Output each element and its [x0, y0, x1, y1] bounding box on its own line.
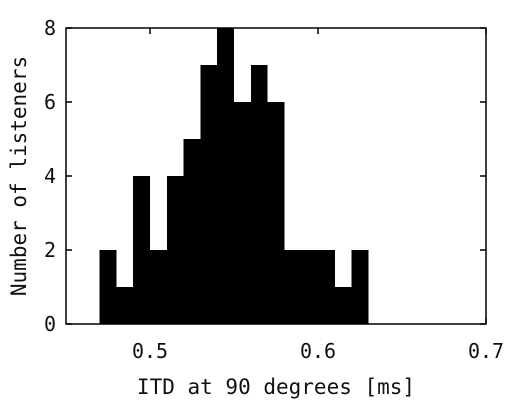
histogram-bar: [284, 250, 302, 324]
histogram-bar: [116, 287, 134, 324]
x-tick-labels: 0.5 0.6 0.7: [132, 339, 504, 363]
histogram-bar: [267, 102, 285, 324]
histogram-bar: [351, 250, 369, 324]
histogram-bar: [200, 65, 218, 324]
histogram-bar: [183, 139, 201, 324]
y-axis-label: Number of listeners: [7, 56, 31, 296]
histogram-bar: [150, 250, 167, 324]
histogram-bar: [318, 250, 335, 324]
y-tick-label: 4: [44, 164, 56, 188]
axis-ticks: [66, 27, 487, 325]
histogram-bar: [166, 176, 184, 324]
histogram-bar: [133, 176, 150, 324]
x-tick-label: 0.6: [300, 339, 336, 363]
x-tick-label: 0.7: [468, 339, 504, 363]
x-tick-label: 0.5: [132, 339, 168, 363]
y-tick-labels: 0 2 4 6 8: [44, 16, 56, 336]
y-tick-label: 6: [44, 90, 56, 114]
x-axis-label: ITD at 90 degrees [ms]: [137, 375, 415, 399]
histogram-bars: [99, 28, 369, 324]
histogram-bar: [334, 287, 352, 324]
histogram-bar: [301, 250, 318, 324]
y-tick-label: 2: [44, 238, 56, 262]
y-tick-label: 8: [44, 16, 56, 40]
histogram-bar: [250, 65, 268, 324]
y-tick-label: 0: [44, 312, 56, 336]
histogram-bar: [99, 250, 117, 324]
histogram-bar: [234, 102, 251, 324]
histogram-bar: [217, 28, 234, 324]
